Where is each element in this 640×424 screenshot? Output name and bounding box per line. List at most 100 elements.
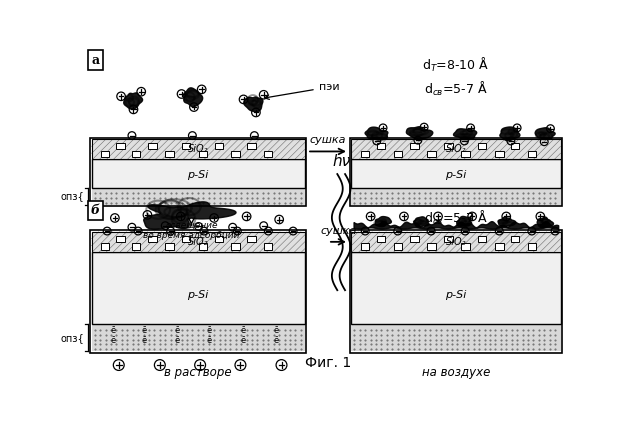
Polygon shape <box>498 218 516 227</box>
Polygon shape <box>537 217 554 228</box>
Bar <box>410 236 419 242</box>
Text: SiO₂: SiO₂ <box>188 237 209 247</box>
Bar <box>165 151 174 157</box>
Text: а: а <box>92 53 100 67</box>
Bar <box>165 243 174 250</box>
Text: ē: ē <box>141 336 147 346</box>
Bar <box>351 159 561 188</box>
Bar <box>198 151 207 157</box>
Polygon shape <box>144 202 236 229</box>
Text: ē: ē <box>111 336 116 346</box>
Text: на воздухе: на воздухе <box>422 366 490 379</box>
Bar <box>461 243 470 250</box>
Bar <box>148 143 157 149</box>
Polygon shape <box>184 88 203 107</box>
Bar <box>148 236 157 242</box>
Bar <box>182 143 190 149</box>
Bar <box>351 324 561 351</box>
Bar <box>351 252 561 324</box>
Polygon shape <box>413 217 429 227</box>
Bar <box>90 138 307 206</box>
Bar <box>92 139 305 159</box>
Bar <box>92 188 305 205</box>
Text: p-Si: p-Si <box>445 290 467 300</box>
Polygon shape <box>457 216 472 226</box>
Bar <box>132 243 140 250</box>
Bar <box>264 243 272 250</box>
Text: освещение
во время адсорбции: освещение во время адсорбции <box>143 220 239 240</box>
Bar <box>511 236 520 242</box>
Polygon shape <box>375 217 392 226</box>
Bar <box>231 243 239 250</box>
Bar <box>116 143 125 149</box>
Bar <box>495 243 504 250</box>
Text: сушка: сушка <box>320 226 356 236</box>
Bar <box>394 151 403 157</box>
Bar <box>477 236 486 242</box>
Polygon shape <box>365 127 388 140</box>
Text: ē: ē <box>273 336 278 346</box>
Bar <box>511 143 520 149</box>
Text: ē: ē <box>207 326 212 335</box>
Bar <box>477 143 486 149</box>
Bar <box>132 151 140 157</box>
Text: ē: ē <box>241 326 246 335</box>
Polygon shape <box>535 128 555 139</box>
Polygon shape <box>124 93 143 109</box>
Bar <box>351 139 561 159</box>
Text: d$_{св}$=5-7 Å: d$_{св}$=5-7 Å <box>424 209 488 227</box>
Bar <box>351 232 561 252</box>
Text: SiO₂: SiO₂ <box>445 145 466 154</box>
Bar <box>248 143 256 149</box>
Bar <box>198 243 207 250</box>
Bar <box>101 243 109 250</box>
Bar <box>444 143 452 149</box>
Bar <box>351 188 561 205</box>
Text: в растворе: в растворе <box>164 366 232 379</box>
Text: ē: ē <box>174 326 179 335</box>
Bar <box>377 236 385 242</box>
Text: ē: ē <box>174 336 179 346</box>
Bar <box>215 236 223 242</box>
Text: p-Si: p-Si <box>445 170 467 180</box>
Text: ē: ē <box>241 336 246 346</box>
Text: p-Si: p-Si <box>188 290 209 300</box>
Text: SiO₂: SiO₂ <box>188 145 209 154</box>
Bar <box>116 236 125 242</box>
Bar <box>495 151 504 157</box>
Bar <box>92 232 305 252</box>
Polygon shape <box>500 127 520 141</box>
Text: hν: hν <box>332 153 350 169</box>
Text: SiO₂: SiO₂ <box>445 237 466 247</box>
Bar <box>182 236 190 242</box>
Text: опз{: опз{ <box>60 333 84 343</box>
Text: ē: ē <box>207 336 212 346</box>
Text: ē: ē <box>111 326 116 335</box>
Text: опз{: опз{ <box>60 191 84 201</box>
Bar <box>92 324 305 351</box>
Bar <box>428 151 436 157</box>
Bar <box>101 151 109 157</box>
Bar <box>92 159 305 188</box>
Bar <box>349 230 562 353</box>
Text: сушка: сушка <box>310 135 346 145</box>
Text: d$_T$=8-10 Å: d$_T$=8-10 Å <box>422 56 490 74</box>
Text: б: б <box>91 204 100 217</box>
Bar <box>444 236 452 242</box>
Text: пэи: пэи <box>265 82 339 99</box>
Text: d$_{св}$=5-7 Å: d$_{св}$=5-7 Å <box>424 80 488 98</box>
Bar <box>360 151 369 157</box>
Bar <box>528 151 536 157</box>
Bar <box>410 143 419 149</box>
Bar <box>231 151 239 157</box>
Bar <box>394 243 403 250</box>
Bar <box>215 143 223 149</box>
Bar <box>461 151 470 157</box>
Bar <box>90 230 307 353</box>
Bar <box>248 236 256 242</box>
Bar <box>528 243 536 250</box>
Bar <box>428 243 436 250</box>
Polygon shape <box>406 127 433 139</box>
Bar <box>349 138 562 206</box>
Polygon shape <box>454 129 477 139</box>
